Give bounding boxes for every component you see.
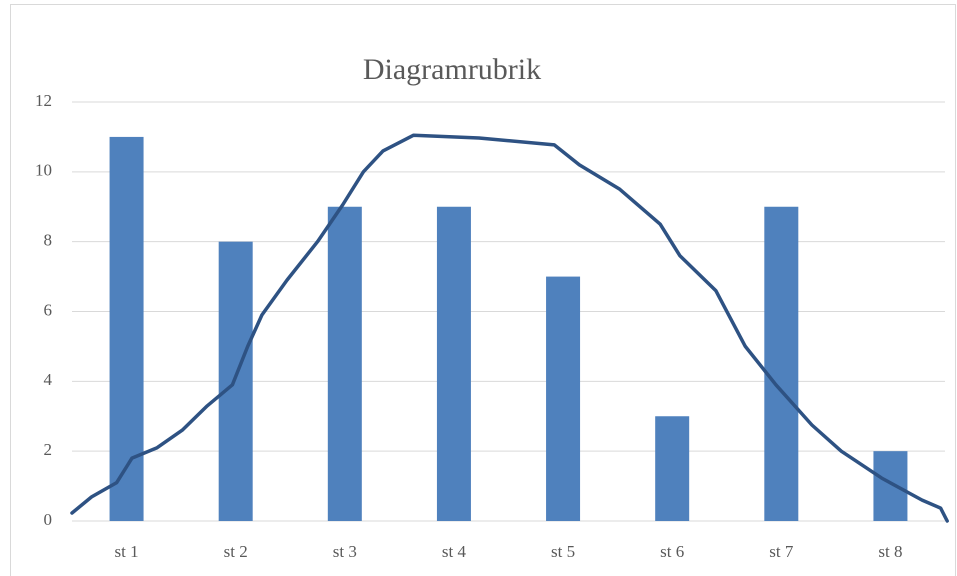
x-tick-label: st 4 [442,542,467,561]
bar [109,136,144,521]
y-tick-label: 8 [44,231,53,250]
y-tick-label: 12 [35,91,52,110]
x-tick-label: st 7 [769,542,794,561]
y-tick-label: 10 [35,161,52,180]
bar [327,206,362,521]
y-tick-label: 0 [44,510,53,529]
chart-border [10,4,956,576]
bar [546,276,581,521]
bar [873,451,908,521]
x-tick-label: st 6 [660,542,684,561]
chart-title: Diagramrubrik [363,53,541,86]
x-tick-label: st 3 [333,542,357,561]
bar [655,416,690,521]
bar [436,206,471,521]
x-tick-label: st 2 [224,542,248,561]
y-tick-label: 6 [44,300,53,319]
x-tick-label: st 8 [878,542,902,561]
x-tick-label: st 1 [115,542,139,561]
y-tick-label: 4 [44,370,53,389]
y-tick-label: 2 [44,440,53,459]
bar [218,241,253,521]
curve [70,133,949,523]
x-tick-label: st 5 [551,542,575,561]
bar [764,206,799,521]
